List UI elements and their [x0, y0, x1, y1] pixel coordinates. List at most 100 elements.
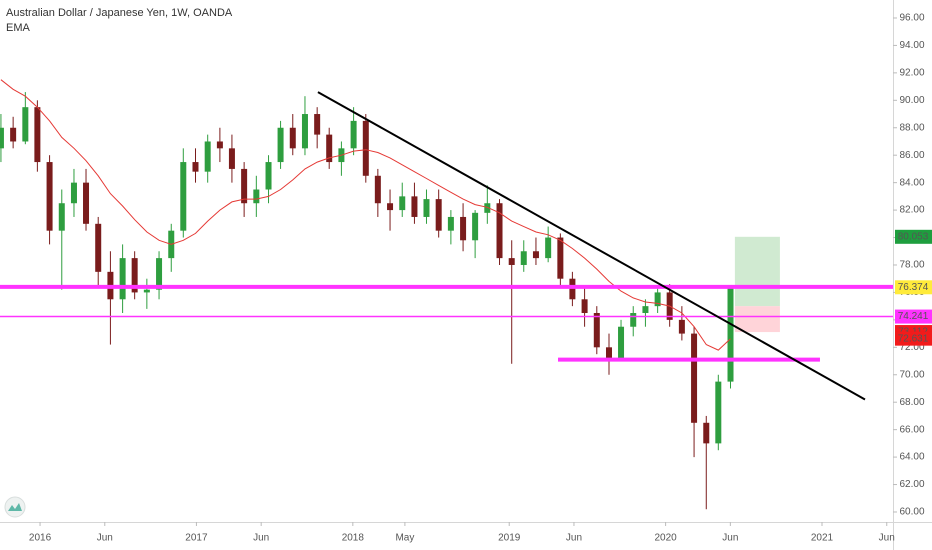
stop-zone — [734, 306, 780, 333]
candle-body — [204, 141, 211, 172]
candle-body — [326, 134, 333, 163]
candle-body — [277, 127, 284, 163]
price-label-bg — [895, 229, 932, 244]
candle-body — [46, 162, 53, 231]
candle-body — [545, 237, 552, 259]
candle-body — [314, 114, 321, 135]
candle-body — [34, 107, 41, 163]
candle-body — [484, 203, 491, 213]
y-tick-label: 60.00 — [899, 507, 924, 518]
candle-body — [228, 148, 235, 169]
x-tick-label: Jun — [253, 533, 269, 544]
x-tick-label: 2018 — [342, 533, 365, 544]
candle-body — [216, 141, 223, 149]
candle-body — [472, 212, 479, 241]
candle-body — [593, 313, 600, 348]
x-tick-label: 2021 — [811, 533, 834, 544]
candle-body — [0, 127, 4, 149]
y-tick-label: 88.00 — [899, 122, 924, 133]
y-tick-label: 84.00 — [899, 177, 924, 188]
x-tick-label: 2017 — [185, 533, 208, 544]
price-label: 74.241 — [898, 311, 929, 322]
y-tick-label: 94.00 — [899, 40, 924, 51]
candle-body — [654, 292, 661, 307]
y-tick-label: 90.00 — [899, 95, 924, 106]
candle-body — [143, 289, 150, 293]
candle-body — [532, 251, 539, 259]
y-tick-label: 86.00 — [899, 150, 924, 161]
y-tick-label: 78.00 — [899, 260, 924, 271]
candle-body — [642, 306, 649, 314]
candle-body — [192, 162, 199, 172]
price-label: 72.631 — [898, 333, 929, 344]
candle-body — [301, 114, 308, 149]
candle-body — [399, 196, 406, 211]
candle-body — [241, 168, 248, 204]
candle-body — [22, 107, 29, 142]
plot — [0, 79, 893, 510]
price-label: 80.053 — [898, 231, 929, 242]
trendline — [317, 91, 866, 401]
x-tick-label: 2020 — [654, 533, 677, 544]
candle-body — [374, 175, 381, 204]
ema-line — [0, 79, 731, 351]
candle-body — [496, 203, 503, 259]
y-tick-label: 64.00 — [899, 452, 924, 463]
logo — [4, 496, 26, 518]
candle-body — [180, 162, 187, 231]
candle-body — [727, 287, 734, 382]
candle-body — [703, 422, 710, 444]
candle-body — [691, 333, 698, 423]
y-tick-label: 68.00 — [899, 397, 924, 408]
candle-body — [411, 196, 418, 217]
candle-body — [70, 182, 77, 204]
indicator-name: EMA — [6, 22, 31, 34]
candle-body — [423, 199, 430, 217]
chart-title: Australian Dollar / Japanese Yen, 1W, OA… — [6, 7, 233, 19]
price-label-bg — [895, 309, 932, 324]
y-tick-label: 92.00 — [899, 68, 924, 79]
y-tick-label: 82.00 — [899, 205, 924, 216]
price-label-bg — [895, 280, 932, 295]
price-label: 76.374 — [898, 282, 929, 293]
candle-body — [119, 258, 126, 300]
target-zone — [734, 236, 780, 307]
candle-body — [678, 319, 685, 334]
x-tick-label: Jun — [879, 533, 895, 544]
candle-body — [350, 120, 357, 149]
y-tick-label: 70.00 — [899, 369, 924, 380]
candle-body — [508, 258, 515, 265]
candle-body — [95, 223, 102, 272]
candle-body — [557, 237, 564, 279]
candle-body — [362, 120, 369, 176]
candle-body — [83, 182, 90, 224]
candle-body — [605, 347, 612, 359]
candle-body — [387, 203, 394, 211]
y-tick-label: 96.00 — [899, 13, 924, 24]
price-label-bg — [895, 331, 932, 346]
y-tick-label: 72.00 — [899, 342, 924, 353]
y-tick-label: 66.00 — [899, 424, 924, 435]
candle-body — [460, 216, 467, 241]
candle-body — [253, 189, 260, 204]
candle-body — [156, 258, 163, 290]
candle-body — [10, 127, 17, 142]
candle-body — [520, 251, 527, 265]
candle-body — [435, 199, 442, 231]
x-tick-label: Jun — [722, 533, 738, 544]
candle-body — [289, 127, 296, 149]
candle-body — [618, 326, 625, 359]
candle-body — [581, 299, 588, 314]
x-tick-label: May — [395, 533, 414, 544]
candle-body — [447, 216, 454, 231]
x-tick-label: 2019 — [498, 533, 521, 544]
x-tick-label: Jun — [566, 533, 582, 544]
candle-body — [715, 381, 722, 444]
candle-body — [630, 313, 637, 327]
candle-body — [58, 203, 65, 231]
x-tick-label: Jun — [97, 533, 113, 544]
x-tick-label: 2016 — [29, 533, 52, 544]
